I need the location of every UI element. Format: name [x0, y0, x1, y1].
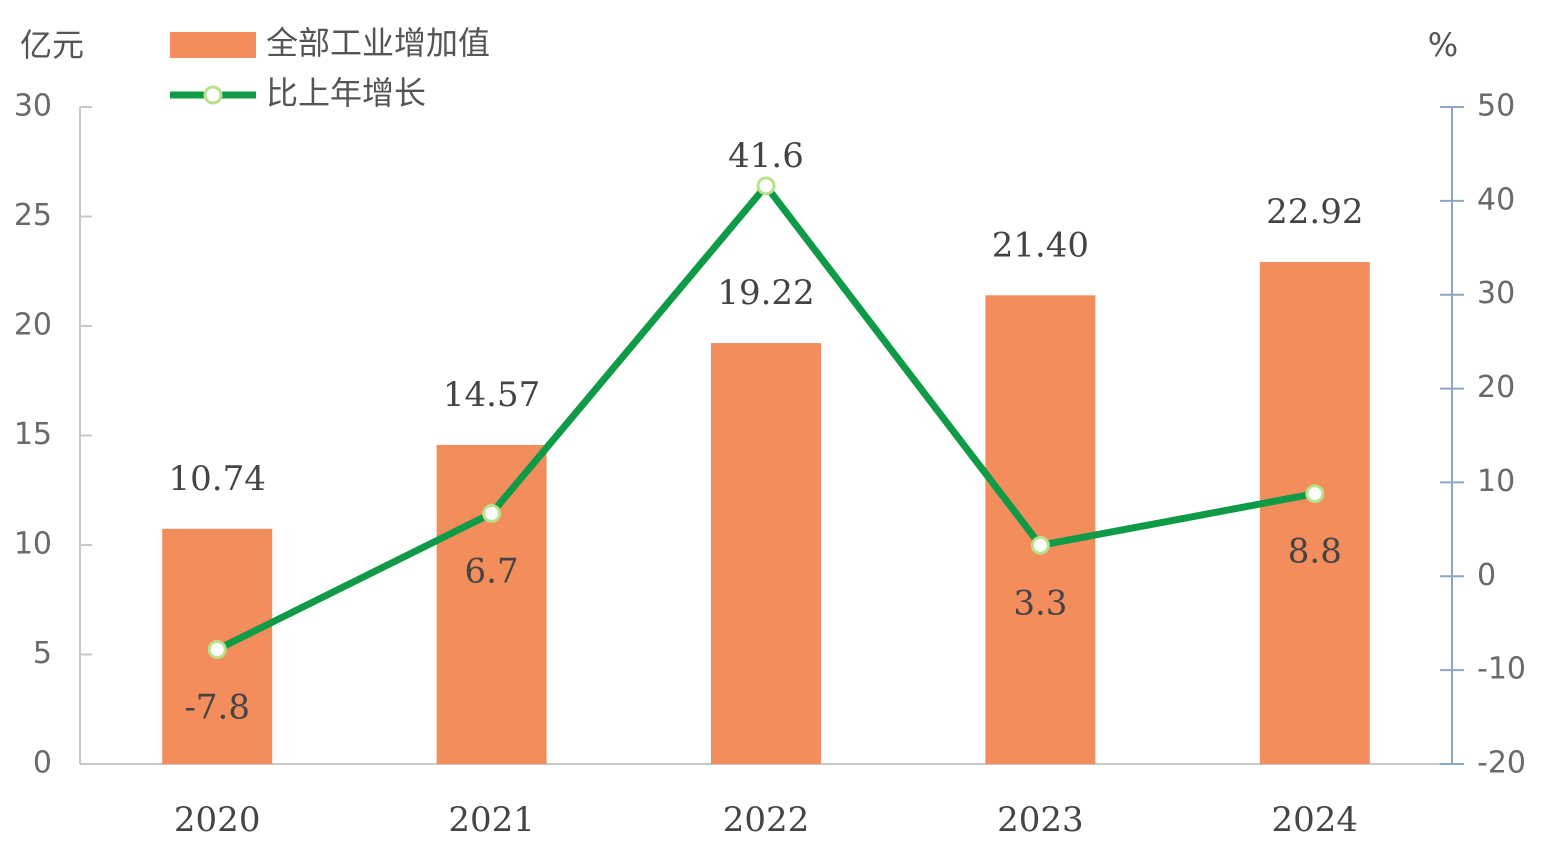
y-tick-label: 0: [33, 746, 52, 781]
y-tick-label: 25: [14, 198, 52, 233]
legend-label: 比上年增长: [266, 74, 426, 112]
x-tick-label: 2023: [997, 800, 1084, 840]
bar: [985, 295, 1096, 764]
bar-value-label: 10.74: [169, 459, 266, 499]
y2-tick-label: 40: [1477, 182, 1515, 217]
y-unit: 亿元: [20, 26, 84, 64]
y-tick-label: 30: [14, 89, 52, 124]
bar-value-label: 19.22: [717, 273, 814, 313]
x-tick-label: 2021: [448, 800, 535, 840]
bar: [1259, 262, 1370, 764]
y2-tick-label: 0: [1477, 558, 1496, 593]
y-tick-label: 20: [14, 308, 52, 343]
y2-tick-label: 50: [1477, 89, 1515, 124]
bar-value-label: 22.92: [1266, 192, 1363, 232]
line-value-label: -7.8: [184, 687, 250, 727]
line-value-label: 6.7: [465, 551, 519, 591]
y-tick-label: 5: [33, 636, 52, 671]
line-marker: [207, 639, 227, 659]
line-value-label: 41.6: [728, 136, 804, 176]
line-marker: [756, 176, 776, 196]
y-tick-label: 10: [14, 527, 52, 562]
legend-marker: [203, 85, 223, 105]
x-tick-label: 2024: [1272, 800, 1359, 840]
line-marker: [1305, 484, 1325, 504]
bar-value-label: 21.40: [992, 225, 1089, 265]
y2-tick-label: -10: [1477, 652, 1526, 687]
y2-tick-label: 10: [1477, 464, 1515, 499]
line-marker: [1030, 535, 1050, 555]
y2-tick-label: -20: [1477, 746, 1526, 781]
legend-swatch: [170, 32, 256, 58]
x-tick-label: 2020: [174, 800, 261, 840]
legend-label: 全部工业增加值: [266, 24, 490, 62]
y2-unit: %: [1428, 26, 1458, 64]
bar-value-label: 14.57: [443, 375, 540, 415]
line-marker: [482, 503, 502, 523]
line-value-label: 8.8: [1288, 532, 1342, 572]
bar: [436, 444, 547, 764]
y2-tick-label: 20: [1477, 370, 1515, 405]
y-tick-label: 15: [14, 417, 52, 452]
y2-tick-label: 30: [1477, 276, 1515, 311]
bar: [711, 343, 821, 764]
x-tick-label: 2022: [723, 800, 810, 840]
line-value-label: 3.3: [1013, 583, 1067, 623]
